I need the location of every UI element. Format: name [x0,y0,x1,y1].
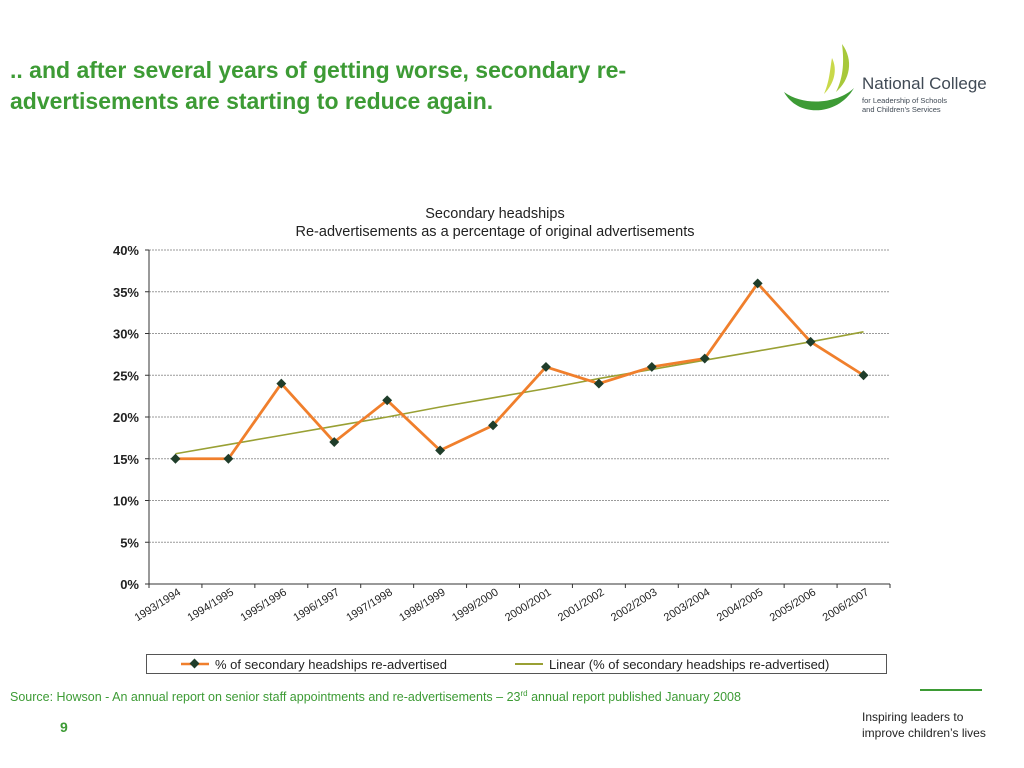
legend-trend-line-icon [515,663,543,665]
data-point [329,437,340,447]
data-point [488,420,498,431]
y-tick-label: 35% [113,285,139,300]
data-point [699,353,710,364]
data-point [646,361,657,372]
legend-series-marker-icon [181,658,209,669]
slide-title-line1: .. and after several years of getting wo… [10,57,627,83]
y-tick-label: 15% [113,452,139,467]
axes [145,249,891,588]
tagline-line1: Inspiring leaders to [862,710,964,724]
slide-title-line2: advertisements are starting to reduce ag… [10,88,494,114]
x-tick-label: 1998/1999 [397,586,447,624]
source-text: Source: Howson - An annual report on sen… [10,690,521,704]
data-point [752,278,763,289]
chart-title-line1: Secondary headships [425,206,565,222]
data-point [276,378,287,389]
series-line [175,281,865,461]
x-tick-label: 2002/2003 [609,586,659,624]
x-tick-label: 1997/1998 [344,586,394,624]
trend-series [175,331,864,455]
data-point [382,395,393,406]
logo-name: National College [862,74,987,93]
y-tick-label: 40% [113,243,139,258]
x-tick-label: 1993/1994 [133,586,183,624]
national-college-logo: National College for Leadership of Schoo… [780,40,1000,120]
tagline-line2: improve children’s lives [862,726,986,740]
data-point [223,453,234,464]
data-point [541,361,551,372]
y-tick-label: 20% [113,410,139,425]
source-superscript: rd [520,689,528,698]
y-tick-label: 5% [120,535,139,550]
x-tick-label: 2001/2002 [556,586,606,624]
y-tick-label: 25% [113,368,139,383]
page-number: 9 [60,719,68,735]
tagline-divider [920,689,982,691]
y-tick-label: 10% [113,494,139,509]
tagline: Inspiring leaders to improve children’s … [862,709,986,741]
chart-title: Secondary headships Re-advertisements as… [150,205,840,241]
chart-legend: % of secondary headships re-advertised L… [146,654,887,674]
x-tick-label: 2003/2004 [662,586,712,624]
legend-item-series: % of secondary headships re-advertised [181,655,447,673]
slide-title: .. and after several years of getting wo… [10,55,770,117]
data-point [170,453,181,464]
legend-item-trend: Linear (% of secondary headships re-adve… [515,655,829,673]
x-tick-label: 2006/2007 [821,586,871,624]
gridlines [149,249,890,543]
legend-series-label: % of secondary headships re-advertised [215,656,447,672]
y-tick-labels: 0% 5% 10% 15% 20% 25% 30% 35% 40% [113,243,139,592]
x-tick-label: 2004/2005 [715,586,765,624]
y-tick-label: 30% [113,327,139,342]
legend-trend-label: Linear (% of secondary headships re-adve… [549,656,830,672]
swoosh-logo-icon [784,44,854,111]
data-point [593,378,604,389]
data-point [858,370,869,381]
data-point [805,336,816,347]
logo-subtitle-line2: and Children’s Services [862,105,941,114]
x-tick-labels: 1993/1994 1994/1995 1995/1996 1996/1997 1997… [133,586,872,624]
source-note: Source: Howson - An annual report on sen… [10,689,741,704]
data-point [435,445,446,456]
x-tick-label: 1999/2000 [450,586,500,624]
source-text-end: annual report published January 2008 [527,690,741,704]
x-tick-label: 2000/2001 [503,586,553,624]
data-series [170,278,869,464]
x-tick-label: 2005/2006 [768,586,818,624]
x-tick-label: 1995/1996 [238,586,288,624]
trend-line [175,331,864,455]
x-tick-label: 1996/1997 [291,586,341,624]
logo-subtitle-line1: for Leadership of Schools [862,96,948,105]
chart-title-line2: Re-advertisements as a percentage of ori… [295,224,695,240]
y-tick-label: 0% [120,577,139,592]
x-tick-label: 1994/1995 [186,586,236,624]
